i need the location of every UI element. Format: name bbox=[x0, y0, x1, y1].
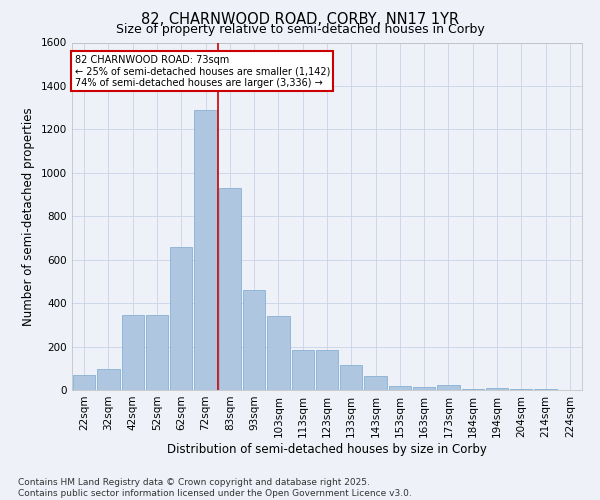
Text: 82 CHARNWOOD ROAD: 73sqm
← 25% of semi-detached houses are smaller (1,142)
74% o: 82 CHARNWOOD ROAD: 73sqm ← 25% of semi-d… bbox=[74, 54, 330, 88]
Bar bbox=[316, 350, 338, 390]
Bar bbox=[510, 389, 532, 390]
Text: Size of property relative to semi-detached houses in Corby: Size of property relative to semi-detach… bbox=[116, 22, 484, 36]
Bar bbox=[292, 350, 314, 390]
X-axis label: Distribution of semi-detached houses by size in Corby: Distribution of semi-detached houses by … bbox=[167, 442, 487, 456]
Bar bbox=[535, 389, 557, 390]
Bar bbox=[218, 188, 241, 390]
Text: Contains HM Land Registry data © Crown copyright and database right 2025.
Contai: Contains HM Land Registry data © Crown c… bbox=[18, 478, 412, 498]
Bar bbox=[97, 370, 119, 390]
Bar bbox=[146, 315, 168, 390]
Bar bbox=[389, 386, 411, 390]
Text: 82, CHARNWOOD ROAD, CORBY, NN17 1YR: 82, CHARNWOOD ROAD, CORBY, NN17 1YR bbox=[141, 12, 459, 28]
Bar bbox=[73, 375, 95, 390]
Bar bbox=[267, 316, 290, 390]
Bar bbox=[243, 290, 265, 390]
Bar bbox=[194, 110, 217, 390]
Bar bbox=[413, 388, 436, 390]
Y-axis label: Number of semi-detached properties: Number of semi-detached properties bbox=[22, 107, 35, 326]
Bar bbox=[170, 246, 193, 390]
Bar bbox=[461, 389, 484, 390]
Bar bbox=[364, 376, 387, 390]
Bar bbox=[122, 315, 144, 390]
Bar bbox=[486, 388, 508, 390]
Bar bbox=[437, 385, 460, 390]
Bar bbox=[340, 365, 362, 390]
